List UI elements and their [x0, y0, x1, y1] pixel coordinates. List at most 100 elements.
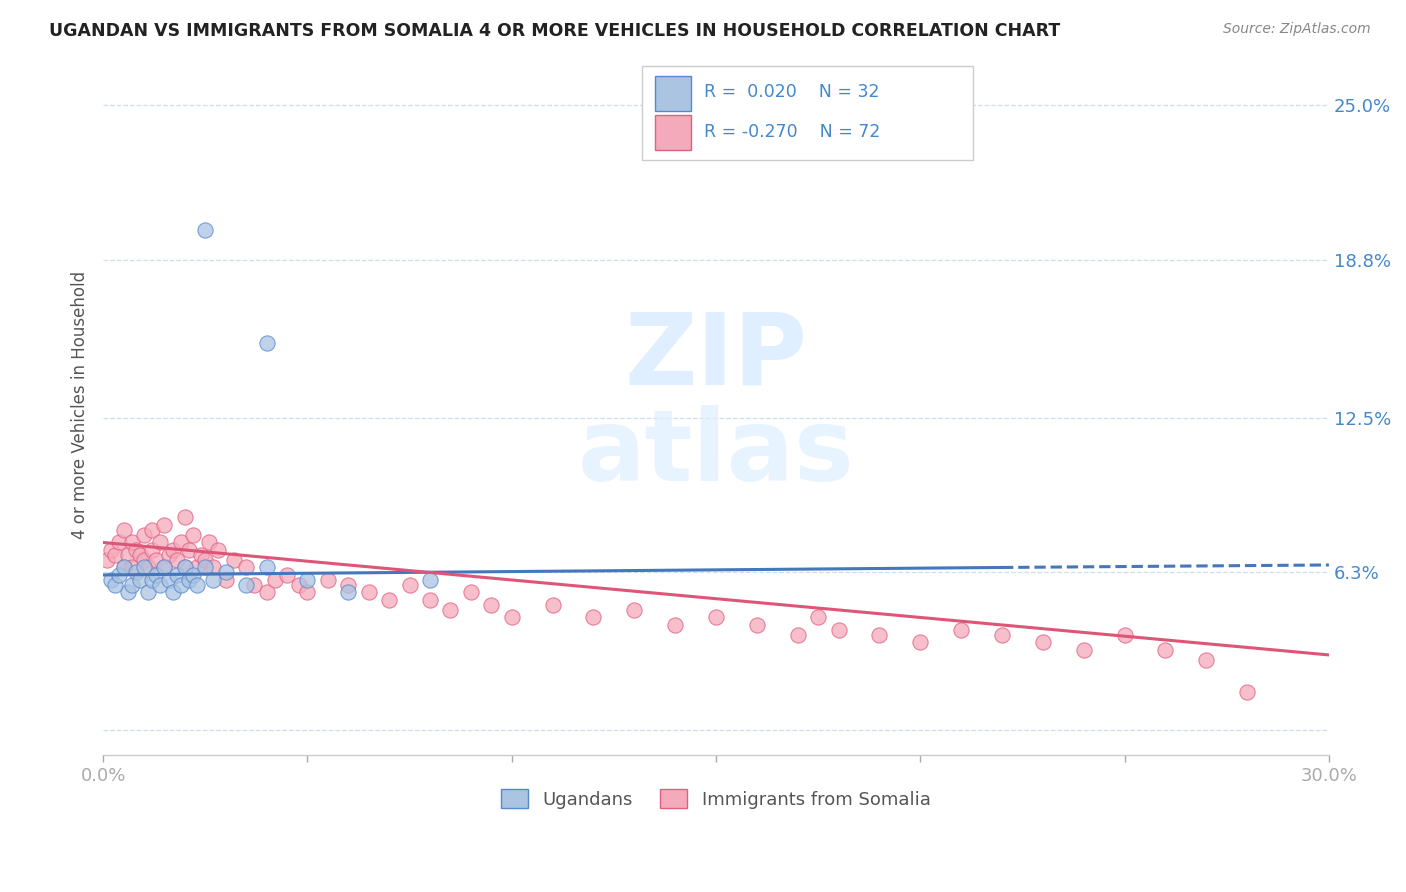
- Point: [145, 553, 167, 567]
- Text: Source: ZipAtlas.com: Source: ZipAtlas.com: [1223, 22, 1371, 37]
- Point: [1114, 628, 1136, 642]
- Point: [235, 578, 257, 592]
- Point: [256, 585, 278, 599]
- Point: [288, 578, 311, 592]
- Point: [125, 566, 148, 580]
- Point: [145, 568, 167, 582]
- Point: [170, 535, 193, 549]
- Point: [141, 543, 163, 558]
- Point: [378, 593, 401, 607]
- Point: [623, 603, 645, 617]
- Point: [194, 553, 217, 567]
- Point: [297, 573, 319, 587]
- Point: [398, 578, 420, 592]
- Point: [125, 543, 148, 558]
- Point: [256, 560, 278, 574]
- Point: [112, 560, 135, 574]
- Point: [157, 548, 180, 562]
- Point: [153, 560, 176, 574]
- Point: [112, 560, 135, 574]
- Point: [173, 510, 195, 524]
- Point: [868, 628, 890, 642]
- Point: [664, 618, 686, 632]
- Point: [243, 578, 266, 592]
- Point: [235, 560, 257, 574]
- Text: ZIP: ZIP: [624, 308, 807, 405]
- Point: [991, 628, 1014, 642]
- Point: [827, 623, 849, 637]
- Text: R = -0.270    N = 72: R = -0.270 N = 72: [704, 123, 880, 141]
- Point: [100, 573, 122, 587]
- Point: [136, 560, 159, 574]
- Text: UGANDAN VS IMMIGRANTS FROM SOMALIA 4 OR MORE VEHICLES IN HOUSEHOLD CORRELATION C: UGANDAN VS IMMIGRANTS FROM SOMALIA 4 OR …: [49, 22, 1060, 40]
- Point: [263, 573, 285, 587]
- Point: [950, 623, 973, 637]
- Point: [162, 543, 184, 558]
- Point: [157, 573, 180, 587]
- Point: [177, 573, 200, 587]
- Point: [439, 603, 461, 617]
- Point: [316, 573, 339, 587]
- Point: [112, 523, 135, 537]
- Point: [153, 560, 176, 574]
- Point: [149, 578, 172, 592]
- Point: [166, 568, 188, 582]
- Point: [162, 585, 184, 599]
- Point: [215, 566, 238, 580]
- Point: [181, 528, 204, 542]
- Point: [108, 568, 131, 582]
- Point: [215, 573, 238, 587]
- Point: [1073, 643, 1095, 657]
- Point: [141, 523, 163, 537]
- Point: [166, 553, 188, 567]
- Point: [117, 548, 139, 562]
- Point: [198, 535, 221, 549]
- Point: [337, 585, 360, 599]
- Text: atlas: atlas: [578, 405, 855, 502]
- Point: [460, 585, 482, 599]
- Point: [1195, 653, 1218, 667]
- Bar: [655, 114, 692, 150]
- Point: [129, 573, 152, 587]
- Point: [132, 553, 155, 567]
- Point: [1032, 635, 1054, 649]
- Point: [202, 560, 225, 574]
- Point: [910, 635, 932, 649]
- Point: [582, 610, 605, 624]
- Point: [194, 223, 217, 237]
- Point: [541, 598, 564, 612]
- Point: [297, 585, 319, 599]
- Point: [186, 578, 208, 592]
- Point: [136, 585, 159, 599]
- Point: [419, 593, 441, 607]
- Point: [132, 560, 155, 574]
- Point: [177, 543, 200, 558]
- Point: [121, 535, 143, 549]
- Point: [357, 585, 380, 599]
- Point: [181, 568, 204, 582]
- Point: [170, 578, 193, 592]
- Y-axis label: 4 or more Vehicles in Household: 4 or more Vehicles in Household: [72, 271, 89, 539]
- Point: [96, 553, 118, 567]
- Point: [121, 578, 143, 592]
- Point: [186, 560, 208, 574]
- Point: [479, 598, 502, 612]
- Point: [222, 553, 245, 567]
- Bar: [655, 76, 692, 112]
- Point: [153, 518, 176, 533]
- Point: [337, 578, 360, 592]
- Point: [1154, 643, 1177, 657]
- Point: [256, 335, 278, 350]
- Point: [129, 548, 152, 562]
- Legend: Ugandans, Immigrants from Somalia: Ugandans, Immigrants from Somalia: [494, 782, 938, 816]
- Point: [190, 548, 212, 562]
- Point: [141, 573, 163, 587]
- Point: [202, 573, 225, 587]
- Point: [786, 628, 808, 642]
- Text: R =  0.020    N = 32: R = 0.020 N = 32: [704, 83, 879, 101]
- Point: [121, 560, 143, 574]
- Point: [807, 610, 830, 624]
- Point: [501, 610, 523, 624]
- Point: [194, 560, 217, 574]
- FancyBboxPatch shape: [643, 66, 973, 160]
